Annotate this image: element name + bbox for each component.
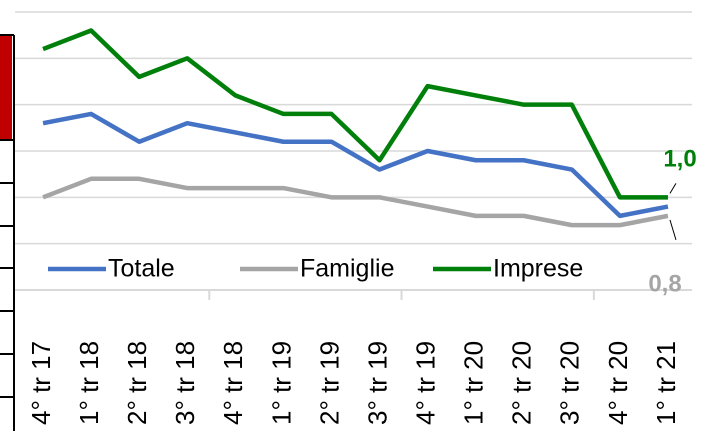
legend-background	[40, 250, 600, 288]
x-tick-label: 4° tr 19	[410, 341, 440, 425]
x-tick-label: 1° tr 19	[266, 341, 296, 425]
x-tick-label: 2° tr 20	[507, 341, 537, 425]
leader-line	[669, 219, 677, 241]
cropped-table	[0, 34, 15, 431]
x-tick-label: 1° tr 20	[459, 341, 489, 425]
legend-label: Imprese	[493, 255, 583, 283]
data-label: 0,8	[648, 270, 681, 297]
data-label: 1,0	[663, 145, 696, 172]
x-tick-label: 2° tr 19	[314, 341, 344, 425]
x-tick-label: 3° tr 18	[170, 341, 200, 425]
legend-label: Famiglie	[300, 255, 394, 283]
x-tick-label: 3° tr 20	[555, 341, 585, 425]
series-line	[42, 111, 669, 219]
x-tick-label: 1° tr 18	[74, 341, 104, 425]
series-line	[42, 28, 668, 200]
leader-line	[669, 183, 677, 194]
x-tick-label: 4° tr 20	[603, 341, 633, 425]
x-tick-label: 4° tr 18	[218, 341, 248, 425]
x-tick-label: 3° tr 19	[362, 341, 392, 425]
x-tick-label: 4° tr 17	[26, 341, 56, 425]
x-tick-label: 2° tr 18	[122, 341, 152, 425]
cropped-cell	[0, 35, 12, 140]
legend-label: Totale	[108, 255, 175, 283]
x-tick-label: 1° tr 21	[651, 341, 681, 425]
series-line	[42, 176, 669, 228]
